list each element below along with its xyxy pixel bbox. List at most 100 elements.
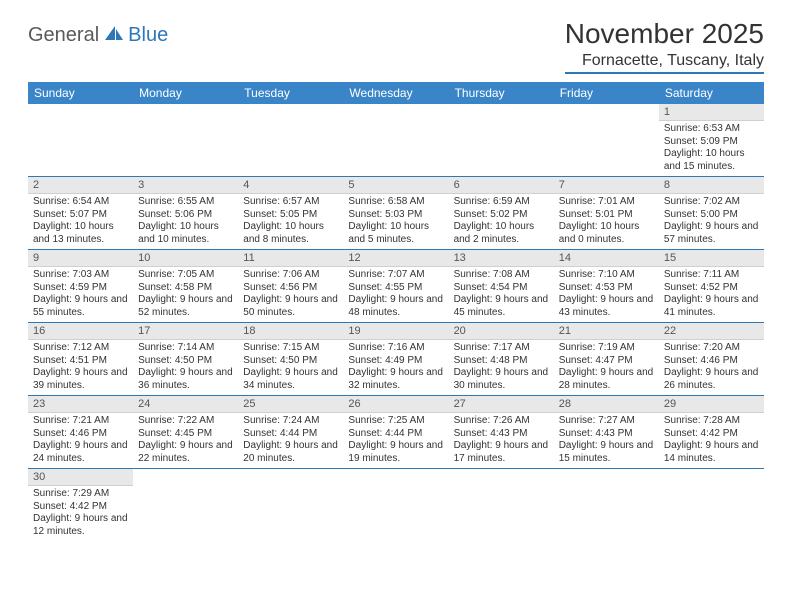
- day-details: Sunrise: 6:54 AMSunset: 5:07 PMDaylight:…: [28, 194, 133, 249]
- day-number: 17: [133, 323, 238, 340]
- day-number: 29: [659, 396, 764, 413]
- calendar-day-cell: 3Sunrise: 6:55 AMSunset: 5:06 PMDaylight…: [133, 177, 238, 250]
- day-details: Sunrise: 6:53 AMSunset: 5:09 PMDaylight:…: [659, 121, 764, 176]
- day-details: Sunrise: 7:24 AMSunset: 4:44 PMDaylight:…: [238, 413, 343, 468]
- day-details: Sunrise: 7:28 AMSunset: 4:42 PMDaylight:…: [659, 413, 764, 468]
- day-number: 19: [343, 323, 448, 340]
- calendar-day-cell: 1Sunrise: 6:53 AMSunset: 5:09 PMDaylight…: [659, 104, 764, 177]
- calendar-day-cell: 15Sunrise: 7:11 AMSunset: 4:52 PMDayligh…: [659, 250, 764, 323]
- day-number: 5: [343, 177, 448, 194]
- day-number: 9: [28, 250, 133, 267]
- day-number: 28: [554, 396, 659, 413]
- day-details: Sunrise: 7:14 AMSunset: 4:50 PMDaylight:…: [133, 340, 238, 395]
- day-details: Sunrise: 7:17 AMSunset: 4:48 PMDaylight:…: [449, 340, 554, 395]
- day-number: 13: [449, 250, 554, 267]
- day-number: 10: [133, 250, 238, 267]
- calendar-day-cell: 21Sunrise: 7:19 AMSunset: 4:47 PMDayligh…: [554, 323, 659, 396]
- logo-text-blue: Blue: [128, 24, 168, 47]
- day-details: Sunrise: 7:07 AMSunset: 4:55 PMDaylight:…: [343, 267, 448, 322]
- calendar-day-cell: 30Sunrise: 7:29 AMSunset: 4:42 PMDayligh…: [28, 469, 133, 542]
- day-number: 27: [449, 396, 554, 413]
- month-title: November 2025: [565, 18, 764, 50]
- sail-icon: [103, 24, 125, 47]
- day-number: 4: [238, 177, 343, 194]
- calendar-week-row: 2Sunrise: 6:54 AMSunset: 5:07 PMDaylight…: [28, 177, 764, 250]
- day-details: Sunrise: 7:20 AMSunset: 4:46 PMDaylight:…: [659, 340, 764, 395]
- logo-text-general: General: [28, 24, 99, 47]
- calendar-day-cell: ..: [238, 469, 343, 542]
- day-number: 26: [343, 396, 448, 413]
- calendar-table: SundayMondayTuesdayWednesdayThursdayFrid…: [28, 82, 764, 541]
- day-number: 16: [28, 323, 133, 340]
- calendar-day-cell: 17Sunrise: 7:14 AMSunset: 4:50 PMDayligh…: [133, 323, 238, 396]
- calendar-day-cell: ..: [133, 104, 238, 177]
- calendar-day-cell: 27Sunrise: 7:26 AMSunset: 4:43 PMDayligh…: [449, 396, 554, 469]
- calendar-week-row: 16Sunrise: 7:12 AMSunset: 4:51 PMDayligh…: [28, 323, 764, 396]
- weekday-header: Wednesday: [343, 82, 448, 104]
- header: General Blue November 2025 Fornacette, T…: [28, 18, 764, 74]
- calendar-day-cell: ..: [449, 104, 554, 177]
- calendar-week-row: 23Sunrise: 7:21 AMSunset: 4:46 PMDayligh…: [28, 396, 764, 469]
- day-details: Sunrise: 6:59 AMSunset: 5:02 PMDaylight:…: [449, 194, 554, 249]
- weekday-header: Tuesday: [238, 82, 343, 104]
- calendar-day-cell: ..: [449, 469, 554, 542]
- day-details: Sunrise: 7:22 AMSunset: 4:45 PMDaylight:…: [133, 413, 238, 468]
- day-details: Sunrise: 7:06 AMSunset: 4:56 PMDaylight:…: [238, 267, 343, 322]
- calendar-day-cell: ..: [28, 104, 133, 177]
- calendar-day-cell: 20Sunrise: 7:17 AMSunset: 4:48 PMDayligh…: [449, 323, 554, 396]
- day-details: Sunrise: 7:15 AMSunset: 4:50 PMDaylight:…: [238, 340, 343, 395]
- day-details: Sunrise: 6:57 AMSunset: 5:05 PMDaylight:…: [238, 194, 343, 249]
- day-details: Sunrise: 6:55 AMSunset: 5:06 PMDaylight:…: [133, 194, 238, 249]
- day-details: Sunrise: 7:03 AMSunset: 4:59 PMDaylight:…: [28, 267, 133, 322]
- calendar-day-cell: 10Sunrise: 7:05 AMSunset: 4:58 PMDayligh…: [133, 250, 238, 323]
- day-number: 22: [659, 323, 764, 340]
- calendar-day-cell: ..: [343, 104, 448, 177]
- day-number: 6: [449, 177, 554, 194]
- calendar-day-cell: ..: [659, 469, 764, 542]
- day-number: 24: [133, 396, 238, 413]
- calendar-day-cell: 5Sunrise: 6:58 AMSunset: 5:03 PMDaylight…: [343, 177, 448, 250]
- calendar-day-cell: 25Sunrise: 7:24 AMSunset: 4:44 PMDayligh…: [238, 396, 343, 469]
- calendar-day-cell: 13Sunrise: 7:08 AMSunset: 4:54 PMDayligh…: [449, 250, 554, 323]
- calendar-day-cell: 23Sunrise: 7:21 AMSunset: 4:46 PMDayligh…: [28, 396, 133, 469]
- weekday-header: Thursday: [449, 82, 554, 104]
- calendar-day-cell: 24Sunrise: 7:22 AMSunset: 4:45 PMDayligh…: [133, 396, 238, 469]
- day-details: Sunrise: 7:02 AMSunset: 5:00 PMDaylight:…: [659, 194, 764, 249]
- day-number: 30: [28, 469, 133, 486]
- day-number: 8: [659, 177, 764, 194]
- calendar-day-cell: 6Sunrise: 6:59 AMSunset: 5:02 PMDaylight…: [449, 177, 554, 250]
- calendar-day-cell: 18Sunrise: 7:15 AMSunset: 4:50 PMDayligh…: [238, 323, 343, 396]
- title-block: November 2025 Fornacette, Tuscany, Italy: [565, 18, 764, 74]
- day-number: 7: [554, 177, 659, 194]
- day-details: Sunrise: 7:08 AMSunset: 4:54 PMDaylight:…: [449, 267, 554, 322]
- day-details: Sunrise: 7:12 AMSunset: 4:51 PMDaylight:…: [28, 340, 133, 395]
- day-details: Sunrise: 7:11 AMSunset: 4:52 PMDaylight:…: [659, 267, 764, 322]
- calendar-day-cell: ..: [343, 469, 448, 542]
- day-details: Sunrise: 7:10 AMSunset: 4:53 PMDaylight:…: [554, 267, 659, 322]
- day-details: Sunrise: 7:26 AMSunset: 4:43 PMDaylight:…: [449, 413, 554, 468]
- location: Fornacette, Tuscany, Italy: [565, 52, 764, 74]
- calendar-day-cell: 2Sunrise: 6:54 AMSunset: 5:07 PMDaylight…: [28, 177, 133, 250]
- day-number: 18: [238, 323, 343, 340]
- calendar-day-cell: 19Sunrise: 7:16 AMSunset: 4:49 PMDayligh…: [343, 323, 448, 396]
- day-details: Sunrise: 7:01 AMSunset: 5:01 PMDaylight:…: [554, 194, 659, 249]
- calendar-day-cell: 29Sunrise: 7:28 AMSunset: 4:42 PMDayligh…: [659, 396, 764, 469]
- day-number: 12: [343, 250, 448, 267]
- weekday-header: Monday: [133, 82, 238, 104]
- calendar-week-row: ............1Sunrise: 6:53 AMSunset: 5:0…: [28, 104, 764, 177]
- logo: General Blue: [28, 24, 168, 47]
- calendar-day-cell: 12Sunrise: 7:07 AMSunset: 4:55 PMDayligh…: [343, 250, 448, 323]
- weekday-header: Sunday: [28, 82, 133, 104]
- day-number: 3: [133, 177, 238, 194]
- calendar-day-cell: ..: [133, 469, 238, 542]
- calendar-day-cell: ..: [238, 104, 343, 177]
- day-details: Sunrise: 7:19 AMSunset: 4:47 PMDaylight:…: [554, 340, 659, 395]
- calendar-week-row: 30Sunrise: 7:29 AMSunset: 4:42 PMDayligh…: [28, 469, 764, 542]
- calendar-day-cell: 8Sunrise: 7:02 AMSunset: 5:00 PMDaylight…: [659, 177, 764, 250]
- calendar-day-cell: 4Sunrise: 6:57 AMSunset: 5:05 PMDaylight…: [238, 177, 343, 250]
- calendar-day-cell: 22Sunrise: 7:20 AMSunset: 4:46 PMDayligh…: [659, 323, 764, 396]
- calendar-day-cell: 16Sunrise: 7:12 AMSunset: 4:51 PMDayligh…: [28, 323, 133, 396]
- weekday-header-row: SundayMondayTuesdayWednesdayThursdayFrid…: [28, 82, 764, 104]
- calendar-day-cell: ..: [554, 104, 659, 177]
- weekday-header: Friday: [554, 82, 659, 104]
